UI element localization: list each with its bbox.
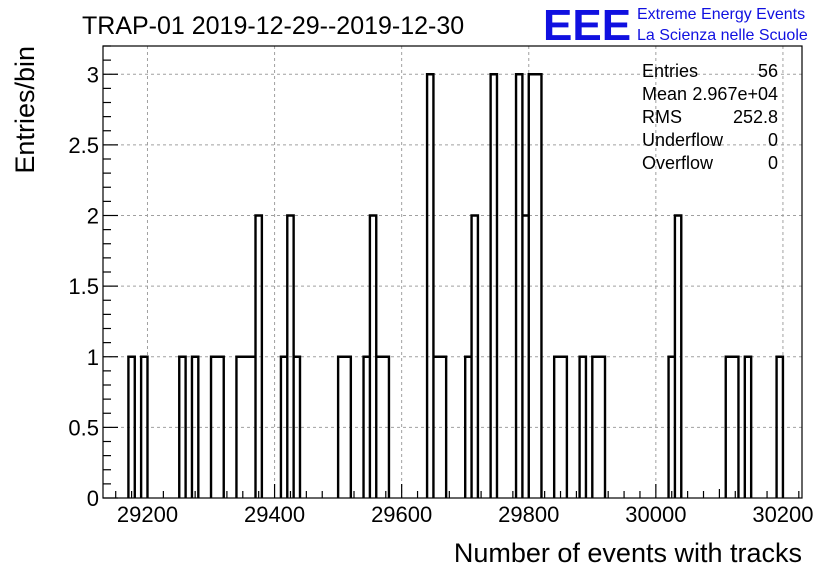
y-tick-label: 0.5 [68,415,99,440]
x-tick-label: 29400 [244,502,305,527]
stat-label: Entries [642,61,698,81]
y-tick-label: 1 [87,345,99,370]
chart-title: TRAP-01 2019-12-29--2019-12-30 [82,12,464,40]
y-tick-label: 2.5 [68,133,99,158]
y-tick-label: 3 [87,62,99,87]
x-tick-label: 29600 [371,502,432,527]
eee-logo: EEE Extreme Energy Events La Scienza nel… [543,1,808,50]
x-tick-label: 30200 [752,502,813,527]
y-tick-label: 0 [87,486,99,511]
y-tick-labels: 0 0.5 1 1.5 2 2.5 3 [68,62,99,511]
stat-label: Mean [642,84,687,104]
logo-line-2: La Scienza nelle Scuole [637,27,808,44]
axis-ticks [103,45,800,499]
x-tick-label: 29200 [117,502,178,527]
stat-value: 0 [768,130,778,150]
stat-value: 56 [758,61,778,81]
logo-mark: EEE [543,1,631,50]
x-tick-label: 30000 [625,502,686,527]
logo-line-1: Extreme Energy Events [637,6,805,23]
x-axis-title: Number of events with tracks [454,538,802,568]
y-tick-label: 1.5 [68,274,99,299]
y-axis-title: Entries/bin [10,46,40,174]
y-tick-label: 2 [87,204,99,229]
stat-value: 0 [768,153,778,173]
stat-value: 252.8 [733,107,778,127]
stats-box: Entries 56 Mean 2.967e+04 RMS 252.8 Underflow 0… [642,61,778,173]
stat-value: 2.967e+04 [692,84,778,104]
grid-lines [103,46,802,498]
stat-label: Overflow [642,153,714,173]
x-tick-labels: 29200 29400 29600 29800 30000 30200 [117,502,814,527]
x-tick-label: 29800 [498,502,559,527]
stat-label: RMS [642,107,682,127]
stat-label: Underflow [642,130,724,150]
histogram-outline [127,73,785,498]
